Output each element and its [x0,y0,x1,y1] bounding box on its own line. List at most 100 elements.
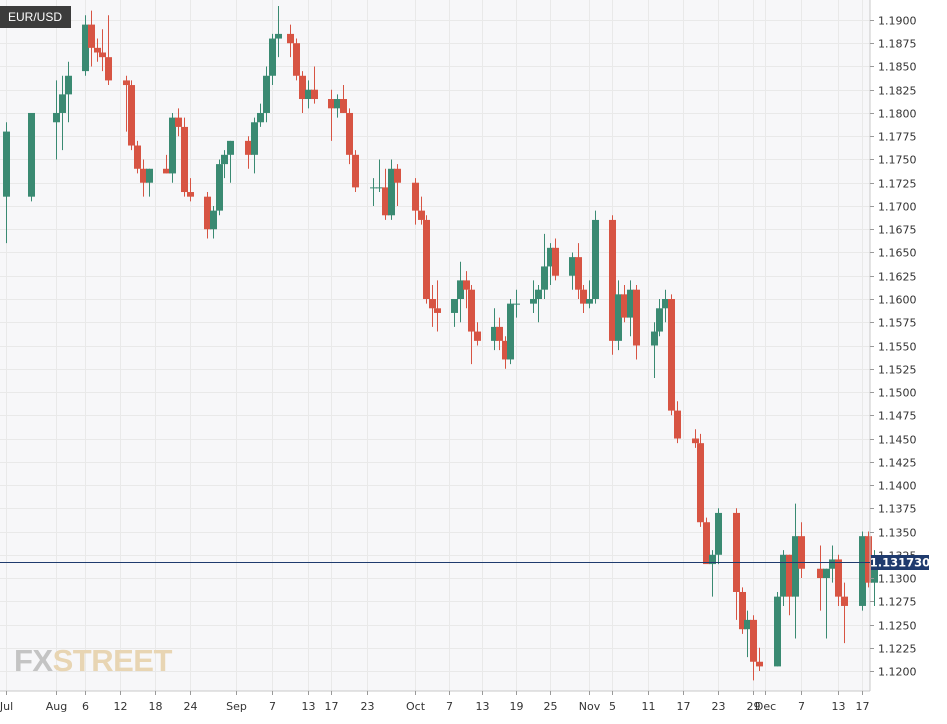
candle-body [468,289,475,332]
candle [263,66,270,123]
candle-body [739,591,746,630]
candle-body [496,326,503,341]
candle-body [780,554,787,597]
candle-body [376,187,383,189]
candle [257,103,264,127]
candle [733,508,740,620]
candle-body [99,52,106,58]
candle [370,178,377,206]
y-tick-label: 1.1875 [878,38,917,51]
candle-body [140,168,147,183]
candle-body [592,219,599,299]
y-tick-label: 1.1475 [878,410,917,423]
candle [305,80,312,109]
candle [859,531,866,611]
candle [656,298,663,337]
candle [823,568,830,639]
candle [703,517,710,565]
candle [311,66,318,104]
x-axis-ticks: Jul Aug 6 12 18 24 Sep 7 13 17 23 Oct 7 13 19 25 Nov 5 11 1… [0,691,870,713]
candle [547,243,554,286]
candle [615,280,622,351]
candle-body [865,536,872,583]
y-tick-label: 1.1425 [878,457,917,470]
candle [418,196,425,225]
candle-body [65,75,72,95]
x-tick-label: 11 [642,700,656,713]
candle [412,178,419,225]
candle [709,550,716,597]
candle [245,136,252,169]
x-tick-label: 5 [609,700,616,713]
candle [474,322,481,346]
candle-body [340,99,347,113]
candle-body [859,536,866,606]
candle-body [59,94,66,113]
y-tick-label: 1.1375 [878,503,917,516]
candle-body [412,182,419,211]
candle-body [394,168,401,183]
y-tick-label: 1.1900 [878,15,917,28]
candle-body [245,140,252,155]
candle-body [668,298,675,411]
x-tick-label: Oct [406,700,426,713]
plot-background [0,0,870,691]
candle-body [346,112,353,155]
y-tick-label: 1.1750 [878,154,917,167]
last-price-tag [871,555,929,570]
candle [187,178,194,202]
candle-body [123,80,130,86]
candle-body [105,57,112,81]
candle-body [388,168,395,216]
candle-body [530,298,537,304]
candle-body [163,168,170,174]
x-tick-label: 23 [361,700,375,713]
candle [328,89,335,141]
x-tick-label: 6 [82,700,89,713]
candle-body [575,257,582,290]
candle [621,285,628,323]
candle [697,433,704,527]
candle-body [128,85,135,146]
candle [792,503,799,639]
candle-body [181,126,188,193]
candle [394,164,401,206]
candle [575,243,582,299]
candle-body [651,331,658,346]
candle [541,233,548,299]
candle [502,336,509,369]
candle-body [502,340,509,360]
x-tick-label: 12 [114,700,128,713]
candle-body [792,536,799,597]
candle-body [311,89,318,100]
x-tick-label: 17 [856,700,870,713]
candle-body [269,38,276,76]
candle-body [418,210,425,220]
candle [530,280,537,313]
x-tick-label: Aug [46,700,67,713]
candle [841,582,848,644]
y-tick-label: 1.1525 [878,364,917,377]
candle [651,322,658,379]
x-tick-label: 29 [747,700,761,713]
candle [423,215,430,304]
candle [221,150,228,179]
candle [715,508,722,565]
candle-body [134,145,141,169]
candle-body [82,24,89,72]
candle [535,285,542,323]
candle-body [552,247,559,276]
candle [507,298,514,365]
candle-body [187,192,194,197]
candle [275,6,282,58]
candle-body [434,308,441,313]
candle [668,294,675,416]
symbol-badge[interactable]: EUR/USD [0,6,72,28]
candle [334,94,341,118]
candle-body [633,289,640,346]
y-tick-label: 1.1800 [878,108,917,121]
y-tick-label: 1.1675 [878,224,917,237]
candle [82,15,89,76]
candle-body [28,112,35,197]
